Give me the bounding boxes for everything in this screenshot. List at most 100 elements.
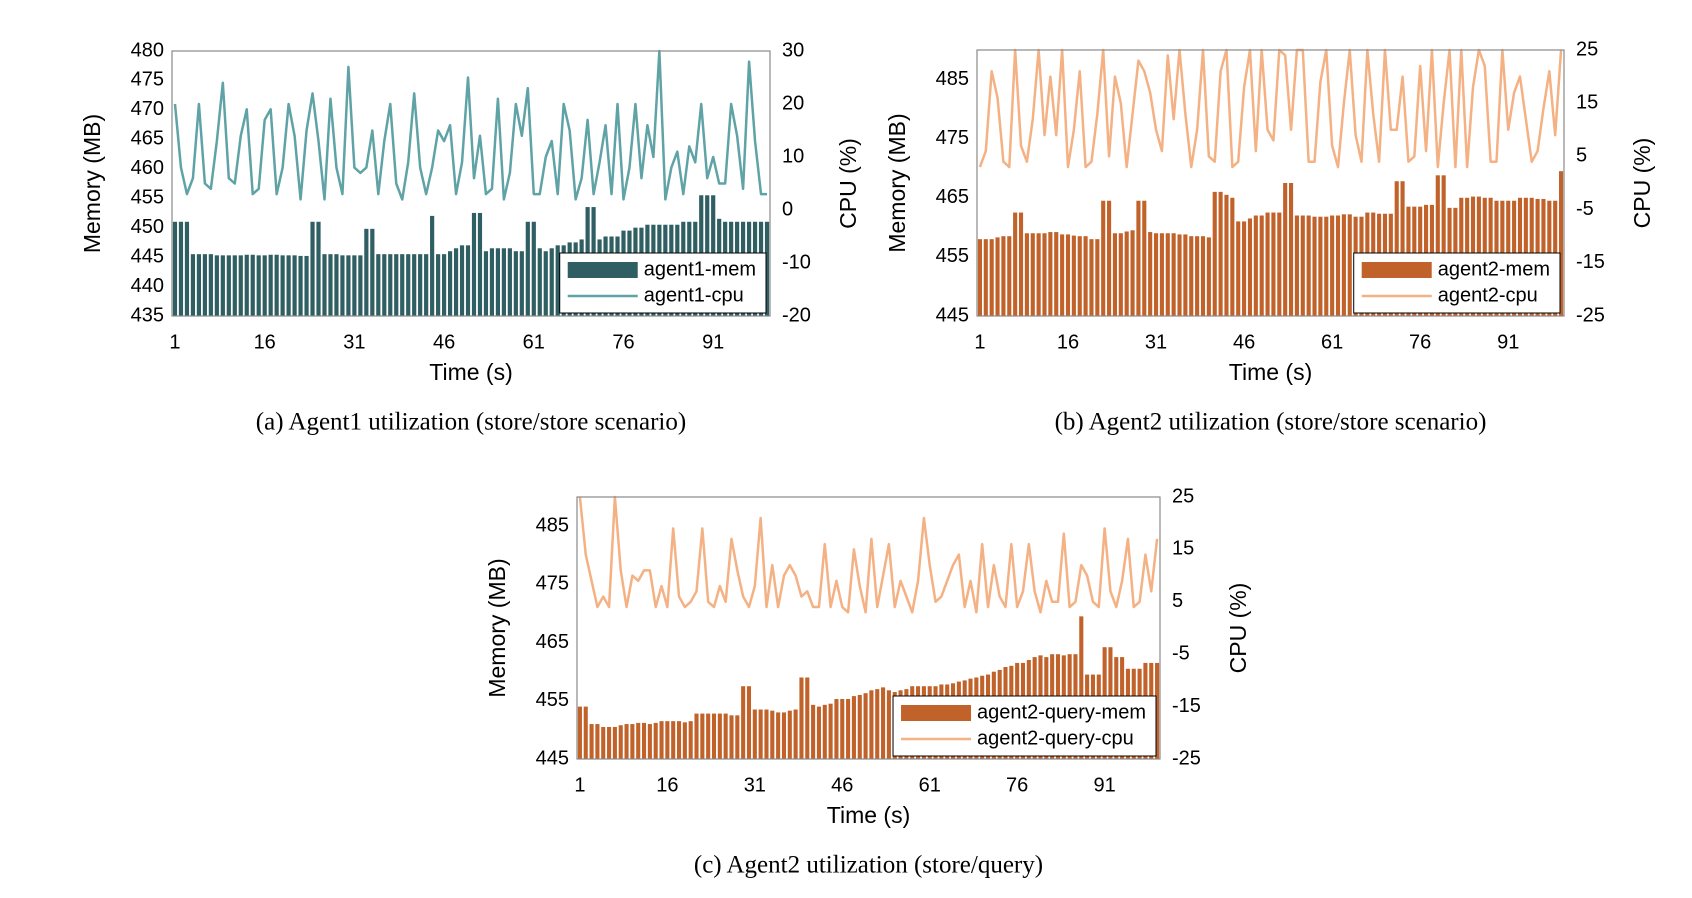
bar — [1318, 216, 1323, 316]
bar — [1071, 235, 1076, 316]
x-tick-label: 16 — [1057, 331, 1079, 353]
bar — [642, 722, 647, 759]
x-tick-label: 76 — [1409, 331, 1431, 353]
x-tick-label: 46 — [1233, 331, 1255, 353]
bar — [190, 254, 196, 316]
bar — [310, 221, 315, 316]
legend-swatch — [901, 705, 972, 721]
bar — [412, 254, 417, 316]
y2-tick-label: 5 — [1172, 590, 1183, 612]
bar — [694, 713, 699, 759]
y2-tick-label: 10 — [782, 145, 804, 167]
chart-panel: 445 455 465 475 485 -25 -15 -5 5 15 25 1 16 31 46 61 76 9… — [884, 38, 1655, 435]
bar — [781, 712, 787, 759]
bar — [688, 721, 693, 759]
bar — [1224, 194, 1229, 316]
bar — [746, 686, 752, 759]
bar — [869, 690, 874, 759]
bar — [1441, 175, 1446, 316]
bar — [799, 677, 804, 759]
bar — [676, 721, 682, 759]
bar — [1007, 236, 1012, 316]
bar — [618, 725, 623, 759]
bar — [537, 248, 542, 316]
line — [978, 48, 1563, 169]
y-tick-label: 465 — [131, 128, 164, 150]
bar — [1112, 233, 1117, 316]
y2-tick-label: 0 — [782, 198, 793, 220]
bar — [805, 677, 810, 759]
bar — [238, 255, 243, 316]
y-tick-label: 455 — [131, 187, 164, 209]
bar — [828, 703, 833, 759]
chart-panel: 445 455 465 475 485 -25 -15 -5 5 15 25 1 16 31 46 61 76 9… — [484, 485, 1251, 878]
x-tick-label: 46 — [831, 774, 853, 796]
bar — [543, 251, 548, 316]
bar — [875, 689, 880, 759]
bar — [863, 693, 868, 759]
bar — [406, 254, 411, 316]
y-axis-title: Memory (MB) — [79, 114, 105, 253]
bar — [1124, 231, 1129, 316]
x-tick-label: 91 — [1497, 331, 1519, 353]
y-tick-label: 475 — [936, 127, 969, 149]
y-tick-label: 455 — [536, 689, 569, 711]
bar — [589, 724, 594, 759]
bar — [1218, 191, 1223, 316]
bar — [1171, 233, 1176, 316]
bar — [1183, 234, 1188, 316]
bar — [857, 694, 862, 759]
bar — [1277, 212, 1282, 316]
bar — [1335, 215, 1341, 316]
bar — [1394, 181, 1399, 316]
bar — [477, 212, 483, 316]
bar — [647, 724, 652, 759]
bar — [1013, 212, 1018, 316]
bar — [501, 248, 506, 316]
y-tick-label: 435 — [131, 304, 164, 326]
bar — [1200, 236, 1206, 316]
bar — [711, 713, 717, 759]
bar — [846, 699, 851, 759]
bar — [977, 239, 982, 316]
y-tick-label: 465 — [936, 186, 969, 208]
x-tick-label: 1 — [974, 331, 985, 353]
y2-tick-label: 20 — [782, 92, 804, 114]
bar — [700, 713, 705, 759]
bar — [1036, 233, 1041, 316]
caption: (b) Agent2 utilization (store/store scen… — [1055, 409, 1487, 436]
bar — [787, 710, 792, 759]
y2-tick-label: -15 — [1172, 695, 1201, 717]
y-tick-label: 480 — [131, 39, 164, 61]
bar — [1259, 215, 1264, 316]
bar — [717, 713, 722, 759]
bar — [1142, 200, 1147, 316]
bar — [1253, 215, 1258, 316]
bar — [886, 690, 891, 759]
bar — [1054, 232, 1059, 316]
bar — [232, 255, 237, 316]
bar — [776, 712, 781, 759]
bar — [483, 251, 489, 316]
bar — [436, 254, 441, 316]
y-tick-label: 455 — [936, 245, 969, 267]
bar — [793, 709, 798, 759]
bar — [1101, 200, 1106, 316]
y-tick-label: 440 — [131, 275, 164, 297]
bar — [471, 212, 477, 316]
bar — [280, 255, 285, 316]
legend-text: agent2-query-mem — [977, 701, 1146, 723]
bar — [1400, 181, 1405, 316]
legend-text: agent2-mem — [1438, 258, 1550, 280]
x-tick-label: 76 — [612, 331, 634, 353]
y2-tick-label: -5 — [1172, 642, 1190, 664]
y2-tick-label: -25 — [1172, 747, 1201, 769]
legend: agent1-mem agent1-cpu — [559, 252, 767, 314]
bar — [424, 254, 429, 316]
y-tick-label: 470 — [131, 98, 164, 120]
bar — [394, 254, 399, 316]
y2-axis-title: CPU (%) — [1629, 138, 1655, 229]
bar — [1153, 233, 1159, 316]
y-tick-label: 475 — [536, 573, 569, 595]
bar — [1271, 212, 1276, 316]
